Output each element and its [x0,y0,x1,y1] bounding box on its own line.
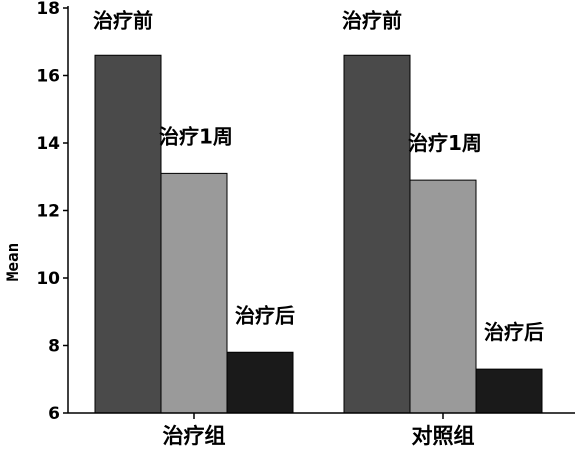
bar-label-0-2: 治疗后 [235,303,295,327]
bar-0-2 [226,351,294,414]
bar-label-0-1: 治疗1周 [159,124,233,148]
bar-0-1 [160,172,228,414]
bar-label-1-0: 治疗前 [342,8,402,32]
y-tick-label-12: 12 [36,202,60,222]
y-tick-label-18: 18 [36,0,60,19]
y-tick-label-10: 10 [36,269,60,289]
y-tick-label-14: 14 [36,134,60,154]
bar-1-1 [409,179,477,414]
x-category-label-1: 对照组 [412,424,475,448]
bar-1-0 [343,54,411,414]
bar-label-1-1: 治疗1周 [408,131,482,155]
y-axis-title: Mean [3,243,22,282]
y-tick-label-8: 8 [48,337,60,357]
bar-1-2 [475,368,543,414]
y-tick-label-6: 6 [48,404,60,424]
bar-label-0-0: 治疗前 [93,8,153,32]
bar-0-0 [94,54,162,414]
y-tick-label-16: 16 [36,67,60,87]
x-category-label-0: 治疗组 [163,424,226,448]
bar-label-1-2: 治疗后 [484,320,544,344]
